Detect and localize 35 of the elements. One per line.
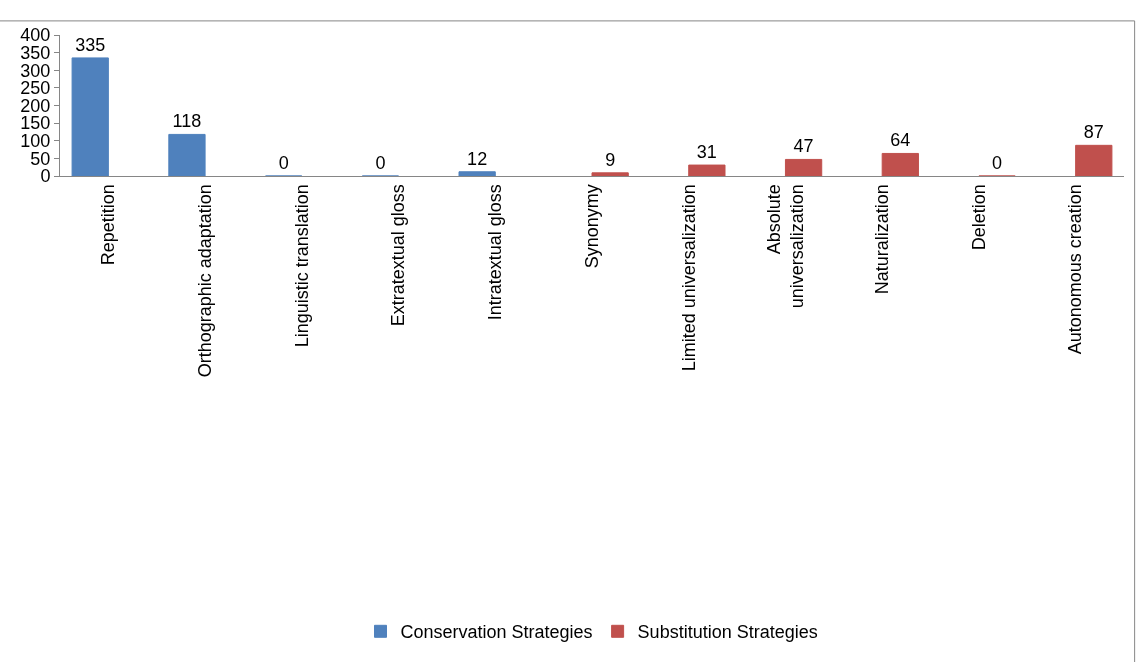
data-label: 118 [172, 111, 202, 132]
data-label: 335 [75, 34, 106, 55]
legend-label: Substitution Strategies [637, 622, 818, 643]
data-label: 0 [992, 153, 1003, 173]
x-tick-label: Extratextual gloss [388, 184, 409, 327]
x-tick-label: Autonomous creation [1065, 184, 1086, 355]
x-tick-label: Deletion [968, 184, 989, 251]
y-tick-label: 150 [20, 113, 51, 134]
bar [591, 172, 629, 176]
data-label: 0 [278, 153, 289, 173]
data-label: 31 [696, 142, 717, 163]
data-label: 0 [375, 153, 386, 173]
bar [71, 57, 109, 176]
x-tick-label: Intratextual gloss [485, 184, 506, 321]
x-tick-label: Repetition [98, 184, 119, 266]
bar [881, 152, 919, 176]
data-label: 64 [890, 130, 911, 151]
bar [1075, 144, 1113, 176]
x-tick-label: Absolute universalization [763, 184, 807, 309]
data-label: 87 [1083, 122, 1104, 143]
data-label: 47 [793, 136, 814, 157]
y-tick-label: 0 [40, 166, 51, 187]
data-label: 12 [467, 148, 488, 169]
x-tick-label: Linguistic translation [291, 184, 312, 348]
bar [688, 164, 726, 176]
legend-label: Conservation Strategies [400, 622, 593, 643]
y-tick-label: 300 [20, 60, 51, 81]
bar [784, 158, 823, 176]
x-tick-label: Orthographic adaptation [194, 184, 215, 378]
x-tick-label: Synonymy [581, 184, 602, 269]
bar [458, 171, 496, 176]
bar [168, 133, 206, 176]
x-tick-label: Limited universalization [678, 184, 699, 372]
data-label: 9 [605, 149, 616, 170]
x-tick-label: Naturalization [872, 184, 893, 295]
